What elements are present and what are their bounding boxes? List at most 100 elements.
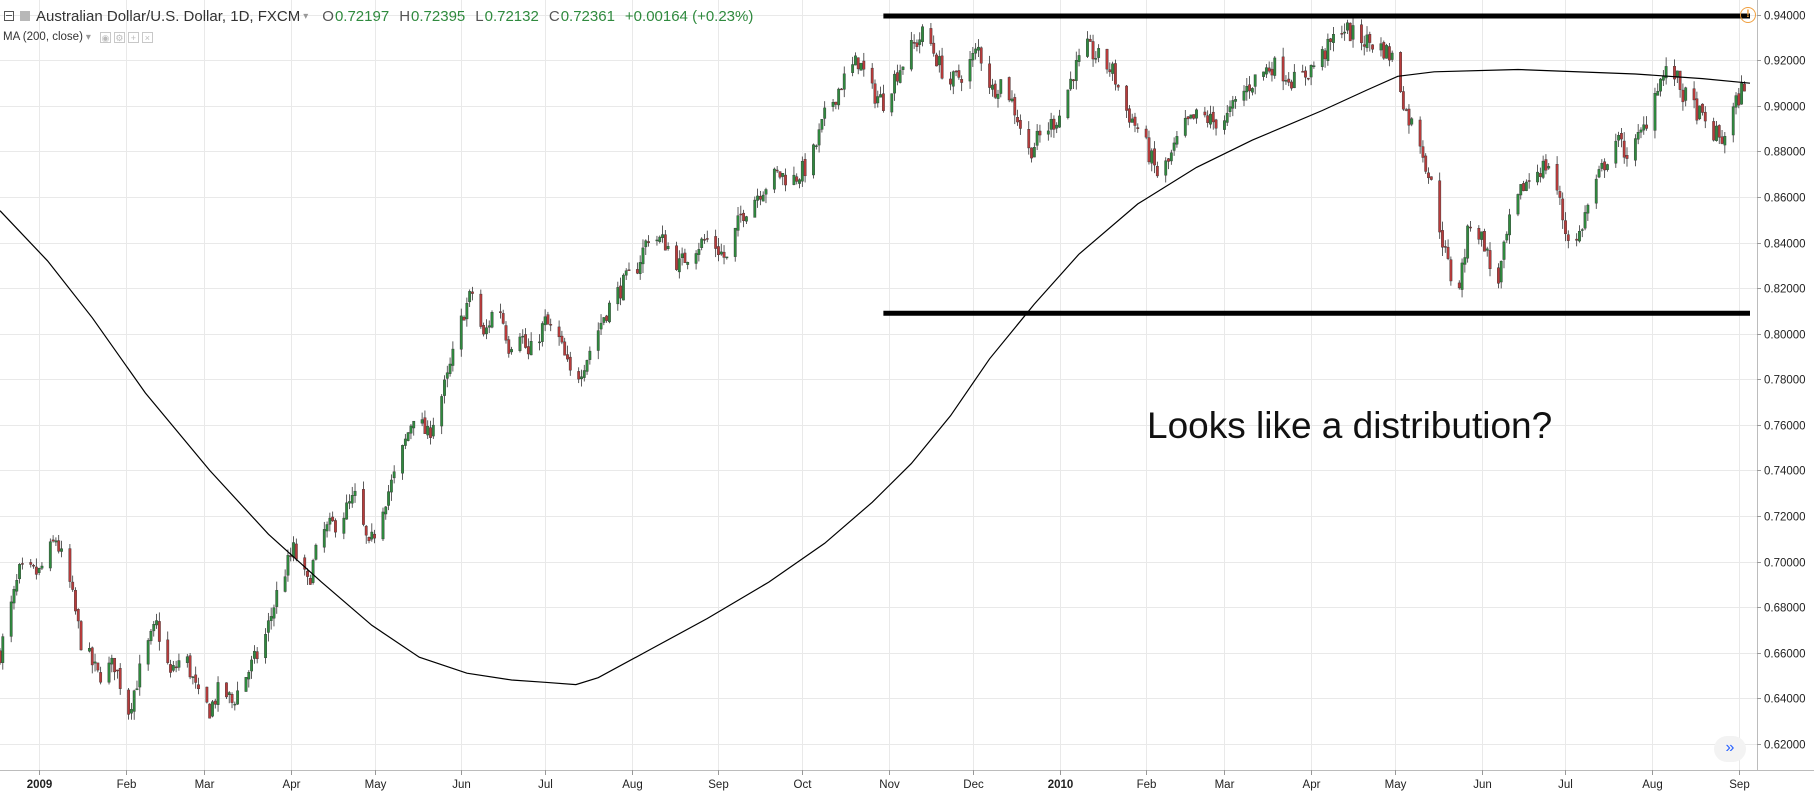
ohlc-low-label: L — [475, 7, 484, 25]
price-tick-label: 0.62000 — [1764, 740, 1806, 752]
candle-body — [135, 688, 139, 691]
price-tick-label: 0.92000 — [1764, 56, 1806, 68]
candle-body — [1312, 65, 1316, 67]
candle-body — [1717, 125, 1721, 138]
candle-body — [949, 78, 952, 85]
candle-body — [1684, 87, 1688, 101]
candle-body — [364, 525, 368, 536]
candle-body — [1544, 159, 1548, 171]
candle-body — [306, 570, 309, 577]
candle-body — [1536, 171, 1539, 183]
candle-body — [74, 590, 77, 612]
candle-body — [812, 144, 815, 176]
candle-body — [1088, 39, 1092, 42]
candle-body — [311, 560, 315, 583]
candle-body — [1144, 128, 1148, 138]
ohlc-close-value: 0.72361 — [560, 7, 615, 25]
candle-body — [1058, 115, 1061, 128]
candle-body — [895, 72, 899, 82]
candle-body — [1625, 155, 1629, 159]
candle-body — [1007, 77, 1011, 101]
candle-body — [647, 241, 650, 243]
candle-body — [127, 689, 130, 715]
gear-icon[interactable]: ⚙ — [113, 31, 125, 43]
candle-body — [968, 59, 972, 82]
symbol-title[interactable]: Australian Dollar/U.S. Dollar, 1D, FXCM — [36, 7, 301, 25]
candle-body — [113, 657, 117, 673]
candle-body — [1379, 43, 1383, 51]
candle-body — [283, 576, 287, 592]
collapse-icon[interactable] — [4, 11, 14, 21]
candle-body — [635, 269, 639, 274]
candle-body — [1485, 248, 1489, 251]
candle-body — [250, 659, 253, 672]
candle-body — [1712, 121, 1716, 141]
candle-body — [736, 215, 740, 231]
candle-body — [1404, 109, 1408, 111]
candle-body — [1387, 46, 1391, 61]
candle-body — [211, 701, 214, 717]
grid-lines — [0, 0, 1757, 770]
candle-body — [831, 102, 835, 107]
candle-body — [1737, 93, 1741, 106]
more-icon[interactable]: + — [127, 31, 139, 43]
candle-body — [1046, 130, 1050, 135]
candle-body — [12, 589, 16, 604]
candle-body — [1116, 84, 1120, 88]
candle-body — [20, 563, 24, 565]
candle-body — [1049, 119, 1053, 130]
candle-body — [1343, 31, 1347, 34]
candle-body — [1038, 130, 1042, 136]
candle-body — [1457, 282, 1461, 289]
candle-body — [227, 692, 231, 695]
candle-body — [1292, 71, 1296, 89]
alert-icon[interactable]: ! — [1740, 7, 1756, 23]
double-chevron-right-icon[interactable]: » — [1714, 736, 1746, 762]
candle-body — [1127, 108, 1131, 123]
candle-body — [599, 322, 603, 330]
candle-body — [1603, 161, 1607, 171]
candle-body — [468, 291, 472, 303]
indicator-title[interactable]: MA (200, close) — [3, 31, 83, 43]
candle-body — [1262, 71, 1265, 77]
candle-body — [1287, 78, 1291, 83]
candle-body — [93, 661, 97, 664]
price-tick-label: 0.84000 — [1764, 239, 1806, 251]
candle-body — [1703, 111, 1707, 122]
candle-body — [325, 524, 329, 532]
candle-body — [244, 677, 248, 692]
eye-icon[interactable]: ◉ — [99, 31, 111, 43]
candle-body — [714, 236, 718, 249]
candle-body — [60, 548, 63, 552]
candle-body — [1522, 183, 1525, 192]
candle-body — [1136, 127, 1140, 129]
candle-body — [890, 93, 894, 113]
candle-body — [1429, 176, 1433, 180]
candle-body — [1555, 164, 1559, 191]
candle-body — [1368, 33, 1372, 43]
close-icon[interactable]: × — [141, 31, 153, 43]
candle-body — [733, 227, 737, 257]
time-tick-label: Apr — [283, 779, 301, 791]
candle-body — [881, 93, 885, 111]
candle-body — [518, 336, 522, 351]
candle-body — [88, 647, 91, 652]
candle-body — [1250, 88, 1254, 93]
candle-body — [549, 324, 553, 326]
chevron-down-icon[interactable]: ▾ — [85, 31, 91, 43]
candle-body — [177, 660, 181, 668]
candle-body — [406, 432, 410, 441]
candle-body — [445, 372, 449, 379]
candle-body — [820, 119, 824, 130]
candle-body — [781, 173, 785, 177]
chevron-down-icon[interactable]: ▾ — [303, 10, 309, 22]
candle-body — [546, 314, 550, 325]
candle-body — [1346, 22, 1349, 31]
candle-body — [1480, 231, 1484, 240]
candle-body — [412, 420, 416, 429]
candle-body — [1743, 83, 1746, 92]
candle-body — [1508, 214, 1511, 236]
candle-body — [856, 57, 860, 70]
candle-body — [1320, 49, 1324, 67]
